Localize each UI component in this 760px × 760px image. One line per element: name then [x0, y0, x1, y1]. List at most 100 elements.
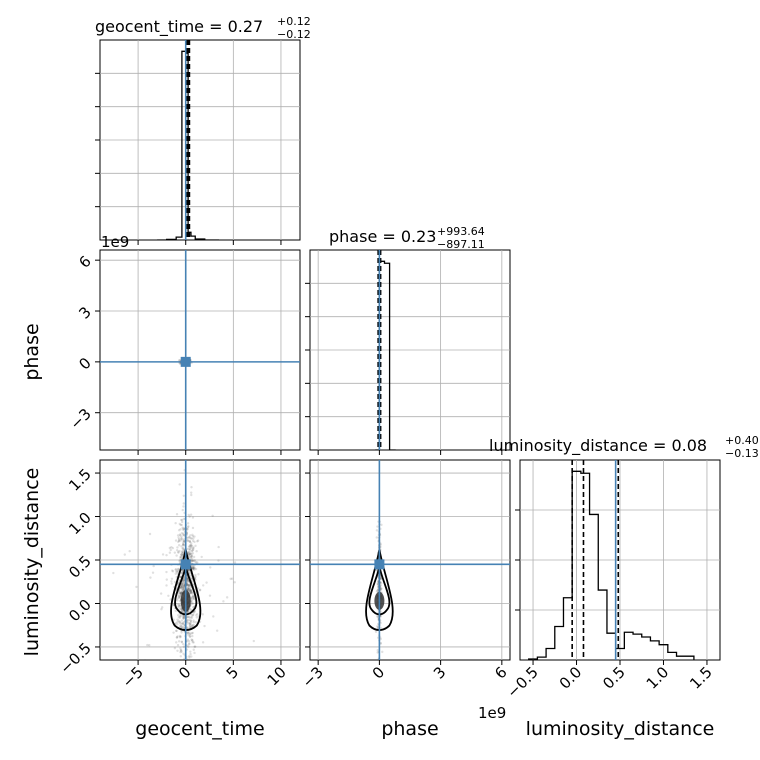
sample-point: [112, 571, 115, 575]
sample-point: [188, 540, 191, 543]
sample-point: [194, 575, 197, 578]
sample-point: [176, 546, 179, 549]
sample-point: [175, 636, 179, 639]
sample-point: [379, 588, 383, 592]
sample-point: [200, 555, 203, 559]
sample-point: [182, 645, 186, 649]
sample-point: [175, 636, 179, 639]
sample-point: [187, 545, 191, 549]
sample-point: [182, 539, 186, 543]
sample-point: [192, 606, 195, 609]
sample-point: [182, 626, 185, 629]
sample-point: [193, 597, 196, 600]
sample-point: [190, 485, 193, 489]
sample-point: [148, 644, 151, 647]
sample-point: [182, 587, 186, 591]
sample-point: [176, 540, 180, 544]
sample-point: [191, 595, 194, 598]
sample-point: [186, 538, 189, 542]
sample-point: [165, 553, 168, 557]
sample-point: [182, 548, 186, 551]
sample-point: [186, 528, 189, 531]
sample-point: [193, 540, 196, 544]
sample-point: [187, 639, 191, 643]
sample-point: [176, 606, 180, 609]
x-tick-label: 0: [369, 663, 388, 682]
sample-point: [181, 582, 184, 585]
sample-point: [182, 581, 185, 584]
sample-point: [187, 550, 190, 554]
sample-point: [177, 613, 180, 617]
sample-point: [180, 586, 183, 589]
sample-point: [180, 532, 184, 535]
sample-point: [191, 592, 194, 596]
y-tick-label: 0: [75, 354, 94, 373]
sample-point: [188, 545, 191, 548]
x-tick-label: 0: [175, 663, 194, 682]
phase-histogram-panel: [305, 249, 511, 455]
sample-point: [180, 518, 183, 522]
sample-point: [191, 549, 194, 552]
sample-point: [190, 624, 194, 627]
x-tick-label: 5: [223, 663, 242, 682]
sample-point: [180, 518, 184, 522]
sample-point: [190, 552, 193, 556]
sample-point: [177, 550, 180, 554]
x-tick-label: 1.5: [686, 663, 716, 693]
sample-point: [376, 625, 379, 628]
sample-point: [188, 631, 191, 635]
sample-point: [191, 641, 194, 644]
sample-point: [188, 654, 191, 658]
sample-point: [186, 586, 190, 589]
sample-point: [174, 621, 178, 625]
sample-point: [189, 622, 192, 625]
sample-point: [380, 523, 383, 527]
sample-point: [177, 594, 180, 598]
sample-point: [187, 645, 190, 648]
sample-point: [191, 566, 195, 569]
sample-point: [128, 549, 131, 553]
sample-point: [196, 540, 199, 543]
sample-point: [179, 607, 183, 610]
sample-point: [181, 588, 184, 591]
sample-point: [180, 572, 183, 575]
sample-point: [169, 598, 172, 601]
sample-point: [188, 635, 192, 638]
sample-point: [177, 594, 181, 597]
sample-point: [188, 656, 191, 659]
sample-point: [187, 618, 191, 622]
sample-point: [376, 625, 380, 629]
sample-point: [165, 570, 168, 574]
sample-point: [192, 595, 195, 598]
sample-point: [192, 555, 196, 559]
sample-point: [374, 630, 378, 634]
sample-point: [182, 581, 185, 584]
y-tick-label: 0.0: [65, 596, 95, 626]
sample-point: [178, 358, 182, 362]
sample-point: [375, 568, 378, 572]
sample-point: [379, 577, 383, 580]
sample-point: [179, 635, 182, 638]
sample-point: [188, 536, 191, 539]
y-tick-label: 3: [75, 303, 94, 322]
sample-point: [189, 616, 193, 619]
sample-point: [182, 642, 185, 646]
sample-point: [178, 559, 181, 563]
sample-point: [179, 622, 182, 625]
sample-point: [192, 548, 195, 551]
sample-point: [191, 564, 195, 567]
sample-point: [179, 523, 182, 527]
sample-point: [171, 569, 174, 572]
sample-point: [182, 538, 185, 542]
sample-point: [189, 585, 192, 588]
sample-point: [195, 663, 197, 665]
y-axis-label-luminosity-distance: luminosity_distance: [21, 468, 43, 657]
title-luminosity-distance-plus: +0.40: [725, 434, 759, 447]
sample-point: [170, 582, 173, 585]
sample-point: [209, 566, 212, 569]
sample-point: [168, 551, 172, 554]
y-axis-label-phase: phase: [21, 323, 43, 380]
sample-point: [178, 549, 181, 553]
sample-point: [182, 548, 185, 552]
